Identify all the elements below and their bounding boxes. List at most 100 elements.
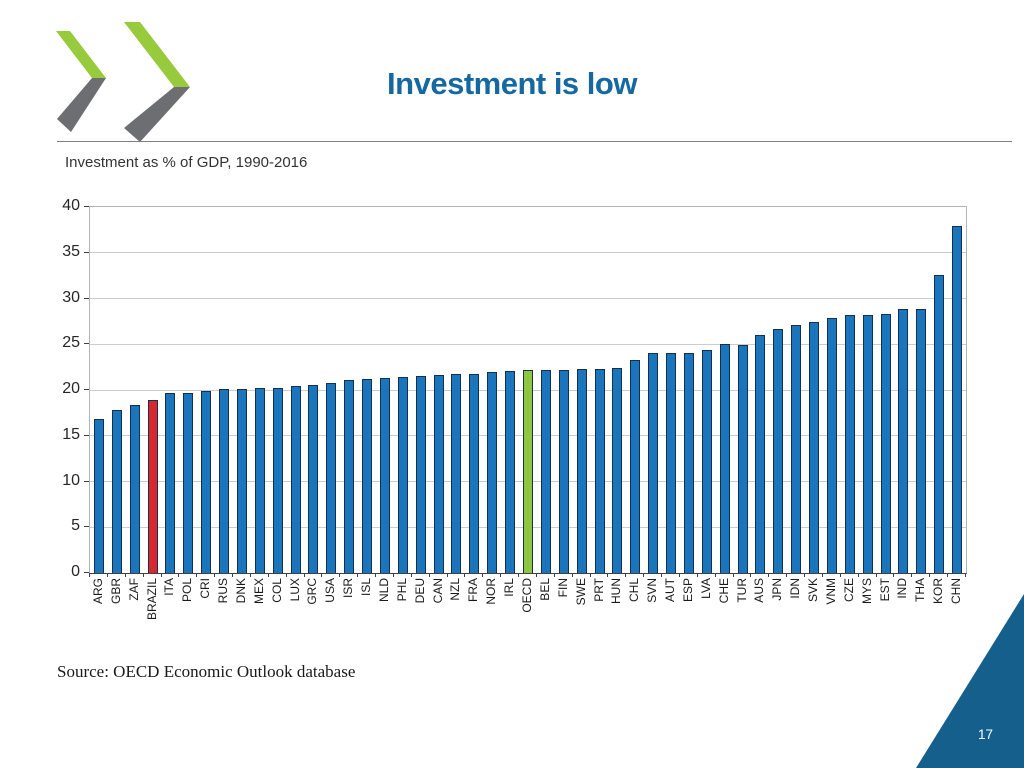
bar-AUS [755,335,766,573]
title-divider [57,141,1012,142]
x-label-EST: EST [877,578,892,602]
x-axis-labels: ARG GBR ZAF BRAZIL ITA POL CRI RUS DNK MEX COL LUX G… [89,578,966,653]
corner-triangle [916,594,1024,768]
corner-triangle-shape [916,594,1024,768]
bar-ITA [165,392,176,573]
x-label-NOR: NOR [484,578,499,605]
y-tick-label-20: 20 [62,380,80,397]
bar-AUT [666,352,677,573]
x-label-DNK: DNK [233,578,248,604]
x-label-ESP: ESP [680,578,695,603]
x-label-IND: IND [895,578,910,599]
x-label-TUR: TUR [734,578,749,603]
bar-SWE [576,368,587,573]
x-label-ISL: ISL [359,578,374,597]
x-tick-mark [89,573,90,577]
x-label-AUT: AUT [663,578,678,602]
bar-POL [183,392,194,573]
x-axis-ticks [89,573,966,577]
x-tick-mark [285,573,287,577]
y-tick-mark [84,297,89,299]
bar-CRI [201,390,212,573]
x-tick-mark [178,573,180,577]
x-tick-mark [607,573,609,577]
bar-ARG [93,419,104,573]
x-label-NZL: NZL [448,578,463,601]
bar-SVN [648,352,659,573]
x-label-NLD: NLD [376,578,391,603]
x-label-VNM: VNM [823,578,838,605]
x-tick-mark [696,573,698,577]
bar-ZAF [129,404,140,573]
x-tick-mark [821,573,823,577]
gridline-35 [90,252,966,254]
x-tick-mark [339,573,341,577]
x-label-ISR: ISR [341,578,356,599]
y-axis-labels: 0 5 10 15 20 25 30 35 40 [30,198,89,580]
y-tick-label-10: 10 [62,471,80,489]
y-tick-mark [84,206,89,207]
bar-RUS [219,389,230,573]
chart-subtitle: Investment as % of GDP, 1990-2016 [65,154,308,171]
bar-BEL [540,369,551,573]
bar-CHN [952,226,963,573]
x-tick-mark [839,573,841,577]
x-label-HUN: HUN [609,578,624,604]
bar-VNM [826,317,837,573]
bar-OECD [523,369,533,573]
x-tick-mark [678,573,680,577]
y-tick-mark [84,343,89,345]
y-tick-mark [84,526,89,528]
gridline-25 [90,343,966,345]
bar-DNK [236,389,247,573]
bar-SVK [809,322,820,573]
x-label-CHL: CHL [627,578,642,603]
plot-area [89,206,967,574]
x-tick-mark [929,573,931,577]
x-tick-mark [464,573,466,577]
bar-IDN [791,325,802,573]
x-label-LUX: LUX [287,578,302,602]
x-label-SVN: SVN [645,578,660,603]
x-tick-mark [768,573,770,577]
x-tick-mark [911,573,913,577]
oecd-logo-chevron1-green [56,31,106,78]
x-label-CRI: CRI [198,578,213,599]
bar-FIN [558,369,569,573]
x-tick-mark [106,573,108,577]
x-tick-mark [786,573,788,577]
x-tick-mark [750,573,752,577]
x-tick-mark [535,573,537,577]
bar-LUX [290,386,301,573]
y-tick-label-30: 30 [62,288,80,306]
bar-IND [898,309,909,573]
x-tick-mark [643,573,645,577]
bar-NZL [451,374,462,573]
x-label-CAN: CAN [430,578,445,604]
x-label-ZAF: ZAF [126,578,141,601]
x-tick-mark [375,573,377,577]
x-tick-mark [214,573,216,577]
oecd-logo-chevron1-grey [57,78,106,132]
x-tick-mark [160,573,162,577]
bar-HUN [612,368,623,573]
y-tick-label-0: 0 [71,563,80,580]
x-tick-mark [625,573,627,577]
bar-IRL [505,370,516,573]
bar-COL [272,388,283,573]
bar-GBR [111,410,122,573]
bar-CHE [719,344,730,573]
y-tick-mark [84,480,89,482]
x-label-USA: USA [323,578,338,603]
x-tick-mark [732,573,734,577]
bar-MEX [254,388,265,573]
x-tick-mark [893,573,895,577]
page-number: 17 [977,727,993,742]
bar-NLD [379,378,390,573]
x-tick-mark [947,573,949,577]
x-label-JPN: JPN [770,578,785,601]
x-tick-mark [500,573,502,577]
x-tick-mark [875,573,877,577]
x-label-CHE: CHE [716,578,731,604]
